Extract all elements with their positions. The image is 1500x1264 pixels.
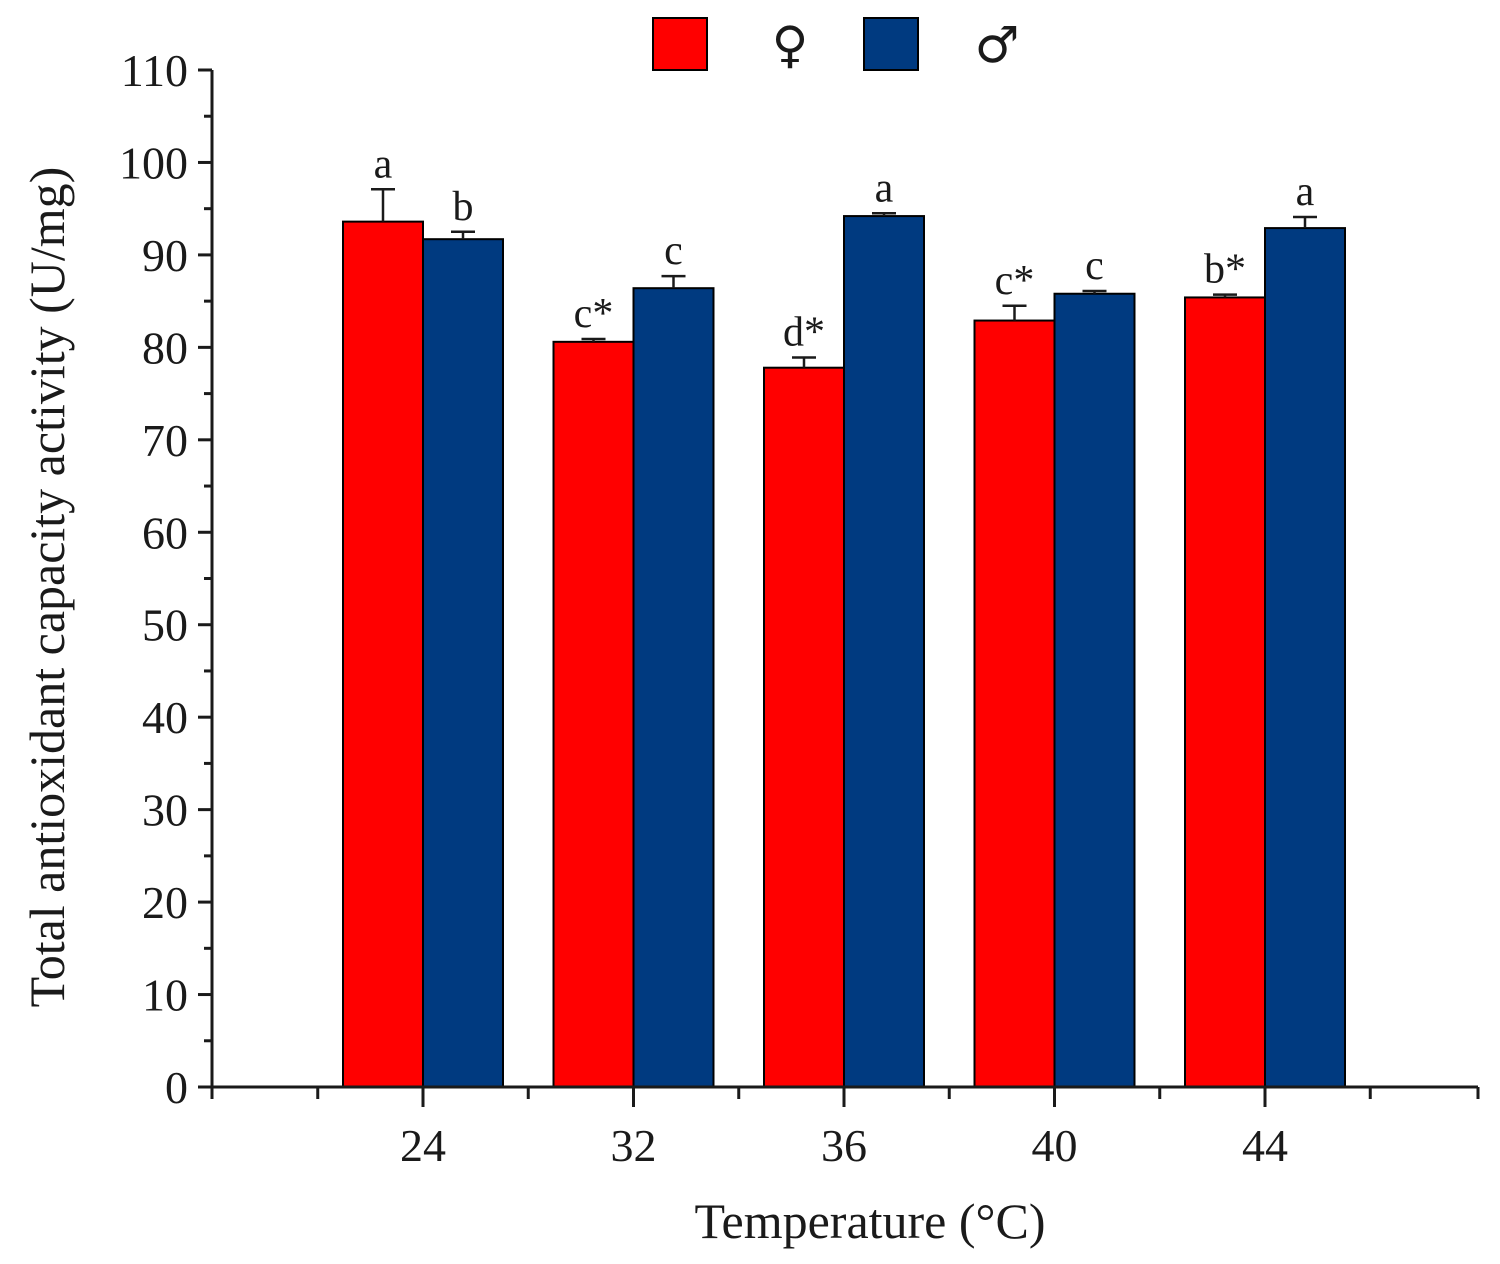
- x-axis: 24 32 36 40 44: [210, 1085, 1480, 1171]
- significance-label: c*: [574, 291, 614, 337]
- error-bars-layer: [371, 188, 1317, 368]
- bar-male-44: [1264, 227, 1346, 1088]
- legend-swatch-male: [863, 17, 919, 71]
- significance-label: a: [1296, 169, 1315, 215]
- y-tick-label: 10: [142, 970, 188, 1021]
- y-tick-label: 30: [142, 785, 188, 836]
- bar-female-44: [1184, 296, 1266, 1088]
- x-tick-label: 32: [611, 1120, 657, 1171]
- significance-label: b: [453, 184, 474, 230]
- legend: ♀ ♂: [652, 16, 1020, 74]
- x-tick-label: 24: [400, 1120, 446, 1171]
- significance-label: b*: [1204, 247, 1246, 293]
- bar-female-36: [763, 366, 845, 1089]
- bar-female-24: [342, 220, 424, 1089]
- legend-label-male: ♂: [975, 16, 1020, 74]
- significance-label: c*: [995, 258, 1035, 304]
- bar-male-32: [632, 287, 715, 1088]
- x-tick-label: 40: [1032, 1120, 1078, 1171]
- y-tick-label: 70: [142, 415, 188, 466]
- y-tick-label: 110: [121, 45, 188, 96]
- significance-labels-layer: a c* d* c* b* b c a c a: [374, 141, 1315, 355]
- y-tick-label: 20: [142, 877, 188, 928]
- bar-female-40: [973, 319, 1056, 1088]
- y-tick-label: 40: [142, 692, 188, 743]
- x-axis-title: Temperature (°C): [694, 1193, 1045, 1249]
- y-tick-label: 80: [142, 322, 188, 373]
- bar-male-24: [422, 238, 504, 1088]
- bars-layer: [342, 215, 1346, 1089]
- bar-male-36: [843, 215, 925, 1088]
- bar-female-32: [552, 340, 635, 1089]
- x-tick-label: 36: [821, 1120, 867, 1171]
- legend-swatch-female: [652, 17, 708, 71]
- y-axis-title: Total antioxidant capacity activity (U/m…: [19, 167, 75, 1008]
- y-tick-label: 50: [142, 600, 188, 651]
- y-tick-label: 60: [142, 507, 188, 558]
- x-tick-label: 44: [1242, 1120, 1288, 1171]
- significance-label: c: [1085, 243, 1104, 289]
- significance-label: a: [374, 141, 393, 187]
- bar-male-40: [1053, 292, 1136, 1088]
- significance-label: a: [875, 165, 894, 211]
- y-tick-label: 100: [119, 137, 188, 188]
- legend-label-female: ♀: [772, 16, 809, 74]
- y-tick-label: 0: [165, 1062, 188, 1113]
- y-axis: 0 10 20 30 40 50 60 70 80 90 100 110: [119, 45, 214, 1113]
- significance-label: c: [664, 228, 683, 274]
- significance-label: d*: [783, 310, 825, 356]
- y-tick-label: 90: [142, 230, 188, 281]
